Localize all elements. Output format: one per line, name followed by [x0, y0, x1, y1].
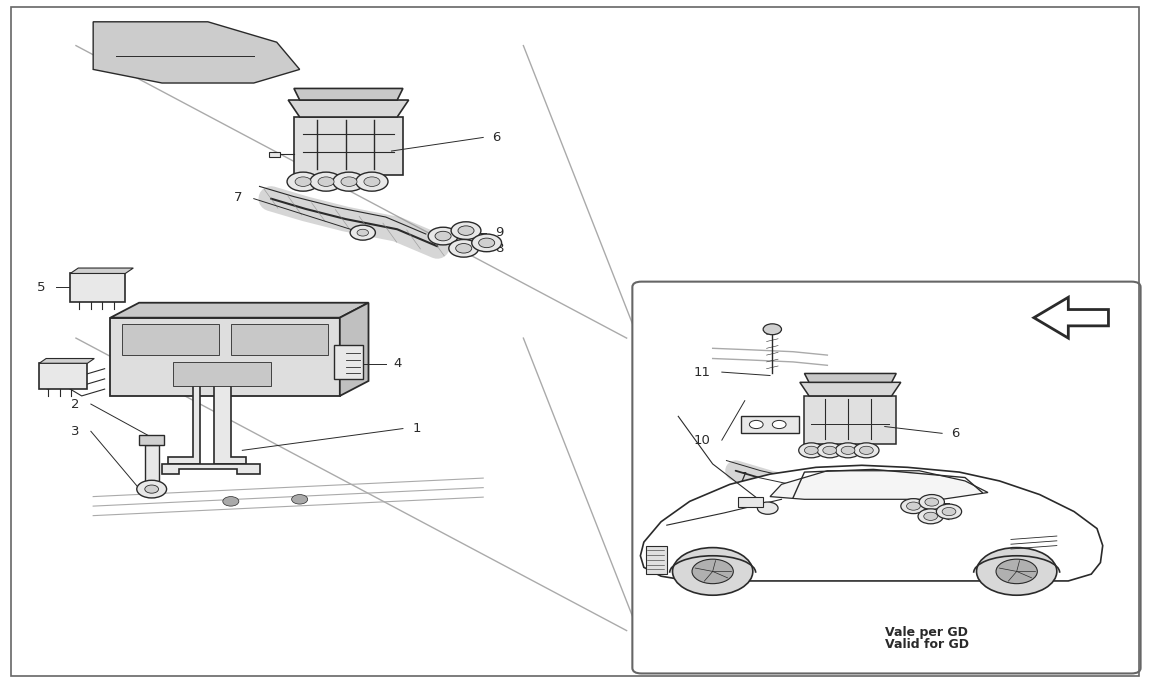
Circle shape: [841, 446, 854, 454]
Bar: [145, 445, 159, 482]
Text: 4: 4: [393, 357, 402, 370]
Polygon shape: [1034, 297, 1109, 338]
Text: 10: 10: [693, 434, 711, 447]
Circle shape: [350, 225, 375, 240]
Circle shape: [448, 240, 478, 257]
Circle shape: [296, 177, 312, 186]
Circle shape: [835, 443, 860, 458]
Circle shape: [478, 238, 494, 248]
Text: 8: 8: [494, 242, 503, 255]
Circle shape: [906, 502, 920, 510]
Circle shape: [137, 480, 167, 498]
Circle shape: [455, 244, 472, 253]
Circle shape: [472, 234, 501, 252]
Circle shape: [822, 446, 836, 454]
Circle shape: [919, 494, 944, 510]
Circle shape: [853, 443, 879, 458]
Polygon shape: [294, 117, 402, 175]
Circle shape: [145, 485, 159, 493]
Circle shape: [451, 222, 481, 240]
Bar: [231, 324, 329, 355]
Text: 7: 7: [233, 191, 243, 204]
Circle shape: [764, 324, 782, 335]
Text: 9: 9: [958, 497, 966, 510]
Circle shape: [799, 443, 823, 458]
Circle shape: [996, 559, 1037, 584]
Bar: [139, 434, 164, 445]
Polygon shape: [110, 318, 339, 396]
Text: Valid for GD: Valid for GD: [884, 639, 968, 652]
Text: 11: 11: [693, 365, 711, 378]
Circle shape: [936, 504, 961, 519]
Circle shape: [923, 512, 937, 520]
Text: 2: 2: [71, 398, 79, 410]
Polygon shape: [805, 374, 896, 382]
Circle shape: [805, 446, 818, 454]
Circle shape: [976, 548, 1057, 595]
Circle shape: [942, 507, 956, 516]
Circle shape: [428, 227, 458, 245]
Polygon shape: [641, 465, 1103, 581]
Bar: [70, 273, 125, 302]
Circle shape: [356, 229, 368, 236]
Polygon shape: [294, 89, 402, 100]
Circle shape: [758, 502, 779, 514]
Circle shape: [319, 177, 335, 186]
Polygon shape: [339, 303, 368, 396]
Circle shape: [288, 172, 320, 191]
Text: 6: 6: [951, 427, 959, 440]
Polygon shape: [289, 100, 408, 117]
Polygon shape: [168, 369, 200, 464]
Circle shape: [363, 177, 380, 186]
Text: 6: 6: [492, 131, 500, 144]
Circle shape: [673, 548, 753, 595]
Circle shape: [816, 443, 842, 458]
Bar: [269, 152, 281, 157]
Bar: [335, 345, 362, 379]
Circle shape: [918, 509, 943, 524]
Circle shape: [223, 497, 239, 506]
Polygon shape: [162, 464, 260, 474]
Text: 8: 8: [958, 514, 966, 527]
Polygon shape: [742, 417, 799, 433]
Circle shape: [334, 172, 365, 191]
Polygon shape: [39, 359, 94, 363]
Circle shape: [750, 421, 764, 428]
Bar: [39, 363, 87, 389]
Circle shape: [900, 499, 926, 514]
Bar: [174, 362, 271, 386]
Circle shape: [355, 172, 388, 191]
Polygon shape: [770, 471, 988, 499]
Text: Vale per GD: Vale per GD: [884, 626, 967, 639]
Circle shape: [458, 226, 474, 236]
Polygon shape: [93, 22, 300, 83]
Polygon shape: [800, 382, 900, 396]
Text: 3: 3: [71, 425, 79, 438]
Text: 7: 7: [738, 471, 748, 484]
Circle shape: [340, 177, 356, 186]
Circle shape: [773, 421, 787, 428]
Circle shape: [859, 446, 873, 454]
Text: 1: 1: [412, 422, 421, 435]
Circle shape: [310, 172, 342, 191]
FancyBboxPatch shape: [632, 281, 1141, 673]
Polygon shape: [70, 268, 133, 273]
Polygon shape: [110, 303, 368, 318]
Bar: [646, 546, 667, 574]
Text: 5: 5: [37, 281, 45, 294]
Bar: [122, 324, 220, 355]
Circle shape: [692, 559, 734, 584]
Bar: [738, 497, 764, 507]
Polygon shape: [214, 376, 246, 464]
Circle shape: [925, 498, 938, 506]
Text: 9: 9: [494, 226, 503, 239]
Polygon shape: [805, 396, 896, 443]
Circle shape: [435, 232, 451, 241]
Circle shape: [292, 494, 308, 504]
